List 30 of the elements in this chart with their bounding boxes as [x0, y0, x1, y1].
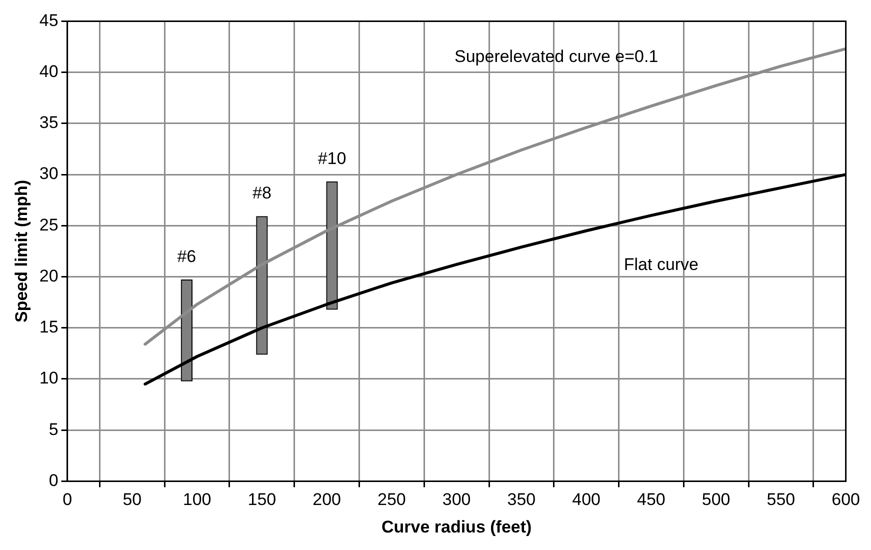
- y-tick-label: 5: [48, 420, 58, 439]
- x-tick-label: 300: [442, 490, 471, 510]
- x-tick-label: 150: [248, 490, 276, 510]
- y-tick-label: 0: [48, 470, 58, 490]
- y-tick-label: 30: [39, 164, 58, 184]
- x-tick-label: 200: [312, 490, 341, 510]
- x-axis-title: Curve radius (feet): [381, 517, 532, 536]
- annotation: #8: [252, 184, 272, 203]
- x-tick-label: 50: [122, 490, 142, 510]
- x-tick-label: 400: [572, 490, 601, 510]
- x-tick-label: 250: [378, 490, 406, 510]
- series-label: Flat curve: [624, 255, 699, 274]
- y-tick-label: 15: [39, 318, 58, 337]
- y-tick-label: 20: [39, 266, 58, 286]
- y-tick-label: 10: [39, 368, 58, 388]
- x-tick-label: 500: [702, 490, 730, 510]
- x-tick-label: 600: [832, 490, 860, 510]
- y-tick-label: 40: [39, 62, 58, 81]
- x-tick-label: 0: [62, 490, 72, 510]
- y-axis-title: Speed limit (mph): [12, 180, 31, 323]
- y-tick-label: 35: [39, 113, 58, 132]
- y-tick-label: 25: [39, 215, 58, 234]
- x-tick-label: 350: [507, 490, 536, 510]
- annotation: #6: [177, 247, 196, 266]
- text: Superelevated curve e=0.1: [454, 47, 658, 66]
- x-tick-label: 550: [766, 490, 796, 510]
- annotation: #10: [318, 148, 346, 168]
- x-tick-label: 100: [182, 490, 212, 510]
- y-tick-label: 45: [39, 10, 58, 30]
- x-tick-label: 450: [637, 490, 666, 510]
